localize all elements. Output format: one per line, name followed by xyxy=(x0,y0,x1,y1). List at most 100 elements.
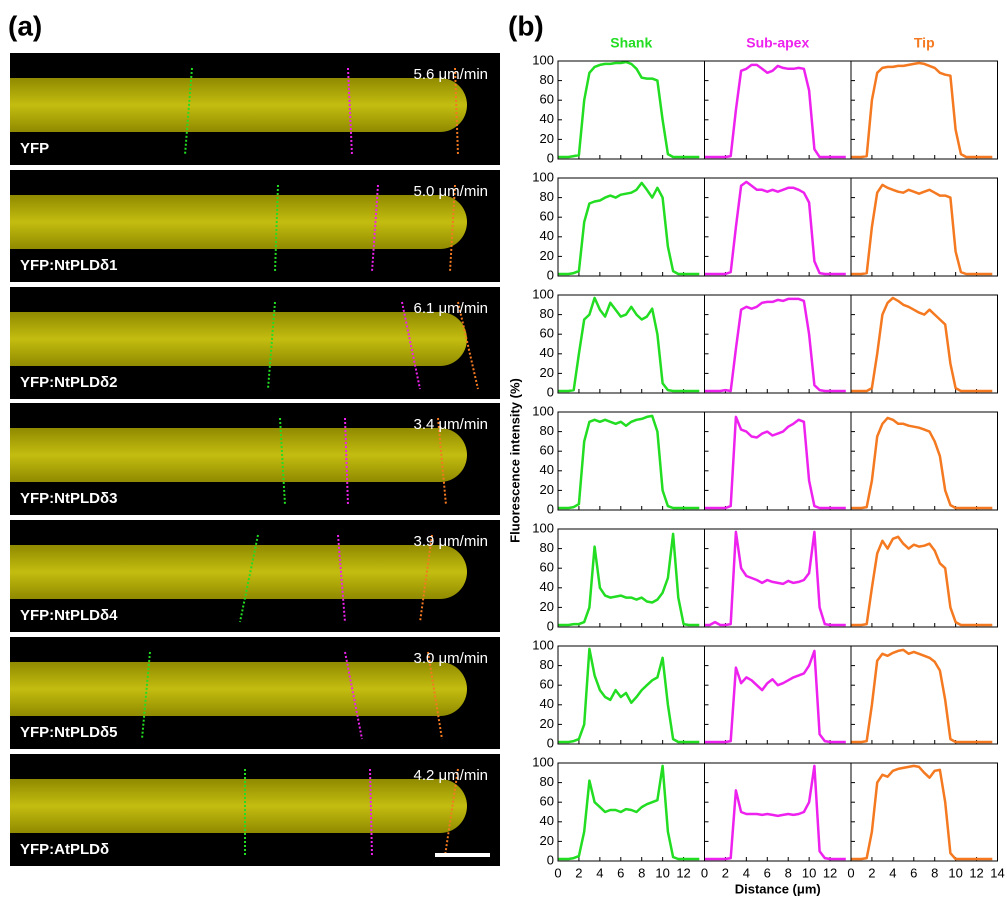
plot-frame xyxy=(704,294,852,394)
profile-line xyxy=(444,768,459,857)
profile-line xyxy=(344,651,363,740)
panel-label: (b) xyxy=(508,10,544,41)
y-tick-label: 100 xyxy=(532,286,554,301)
profile xyxy=(704,764,846,861)
y-tick-label: 60 xyxy=(540,92,554,107)
plot-frame xyxy=(704,411,852,511)
speed-label: 3.0 μm/min xyxy=(414,650,489,667)
y-tick-label: 100 xyxy=(532,52,554,67)
x-tick-label: 0 xyxy=(554,865,561,880)
profile xyxy=(851,764,993,861)
y-tick-label: 80 xyxy=(540,540,554,555)
x-tick-label: 10 xyxy=(802,865,816,880)
plot-frame xyxy=(850,645,998,745)
profile xyxy=(851,648,993,744)
profile xyxy=(704,530,846,627)
x-tick-label: 6 xyxy=(764,865,771,880)
x-tick-label: 6 xyxy=(910,865,917,880)
y-tick-label: 80 xyxy=(540,189,554,204)
column-title: Tip xyxy=(914,35,935,51)
profile-line xyxy=(427,651,443,740)
y-tick-label: 20 xyxy=(540,716,554,731)
profile xyxy=(704,649,846,744)
x-tick-label: 2 xyxy=(868,865,875,880)
profile xyxy=(558,60,700,159)
speed-label: 4.2 μm/min xyxy=(414,767,489,784)
y-tick-label: 0 xyxy=(547,150,554,165)
image-label: YFP:NtPLDδ4 xyxy=(20,607,118,624)
y-tick-label: 40 xyxy=(540,228,554,243)
y-tick-label: 60 xyxy=(540,326,554,341)
x-tick-label: 2 xyxy=(722,865,729,880)
profile-line xyxy=(369,768,373,857)
y-tick-label: 60 xyxy=(540,794,554,809)
x-tick-label: 8 xyxy=(785,865,792,880)
profile-line xyxy=(344,417,349,506)
profile-line xyxy=(419,534,433,623)
profile xyxy=(704,180,846,276)
speed-label: 3.9 μm/min xyxy=(414,533,489,550)
column-title: Sub-apex xyxy=(746,35,809,51)
y-tick-label: 60 xyxy=(540,443,554,458)
y-tick-label: 20 xyxy=(540,365,554,380)
profile xyxy=(558,764,700,861)
y-tick-label: 80 xyxy=(540,657,554,672)
y-tick-label: 40 xyxy=(540,813,554,828)
profile-line xyxy=(449,184,456,273)
y-tick-label: 40 xyxy=(540,111,554,126)
y-tick-label: 80 xyxy=(540,423,554,438)
y-tick-label: 100 xyxy=(532,169,554,184)
profile-line xyxy=(279,417,286,506)
profile xyxy=(558,296,700,393)
profile xyxy=(558,532,700,627)
x-tick-label: 8 xyxy=(931,865,938,880)
x-tick-label: 4 xyxy=(889,865,896,880)
pollen-tube xyxy=(10,545,467,599)
profile-line xyxy=(401,301,421,390)
plot-frame xyxy=(704,60,852,160)
profile xyxy=(851,535,993,627)
pollen-tube xyxy=(10,779,467,833)
speed-label: 6.1 μm/min xyxy=(414,300,489,317)
y-tick-label: 60 xyxy=(540,560,554,575)
profile-line xyxy=(457,301,479,390)
plot-frame xyxy=(850,762,998,862)
y-axis-label: Fluorescence intensity (%) xyxy=(507,378,522,543)
profile xyxy=(704,415,846,510)
profile xyxy=(851,183,993,276)
scale-bar xyxy=(435,853,490,857)
pollen-tube xyxy=(10,195,467,249)
image-label: YFP:NtPLDδ1 xyxy=(20,257,117,274)
image-label: YFP:AtPLDδ xyxy=(20,841,109,858)
profile-line xyxy=(274,184,279,273)
y-tick-label: 0 xyxy=(547,735,554,750)
x-tick-label: 4 xyxy=(596,865,603,880)
x-tick-label: 10 xyxy=(655,865,669,880)
profile-line xyxy=(437,417,447,506)
y-tick-label: 0 xyxy=(547,618,554,633)
plot-frame xyxy=(850,528,998,628)
column-title: Shank xyxy=(610,35,652,51)
x-tick-label: 12 xyxy=(676,865,690,880)
y-tick-label: 80 xyxy=(540,72,554,87)
y-tick-label: 20 xyxy=(540,482,554,497)
plot-frame xyxy=(850,60,998,160)
profile xyxy=(558,181,700,276)
y-tick-label: 60 xyxy=(540,209,554,224)
speed-label: 3.4 μm/min xyxy=(414,416,489,433)
y-tick-label: 0 xyxy=(547,852,554,867)
profile xyxy=(558,414,700,510)
profile xyxy=(851,61,993,159)
image-label: YFP:NtPLDδ3 xyxy=(20,490,117,507)
profile-line xyxy=(454,67,459,156)
y-tick-label: 20 xyxy=(540,599,554,614)
x-tick-label: 4 xyxy=(743,865,750,880)
y-tick-label: 100 xyxy=(532,754,554,769)
plot-frame xyxy=(704,528,852,628)
x-tick-label: 8 xyxy=(638,865,645,880)
plot-frame xyxy=(850,294,998,394)
speed-label: 5.6 μm/min xyxy=(414,66,489,83)
image-label: YFP xyxy=(20,140,49,157)
